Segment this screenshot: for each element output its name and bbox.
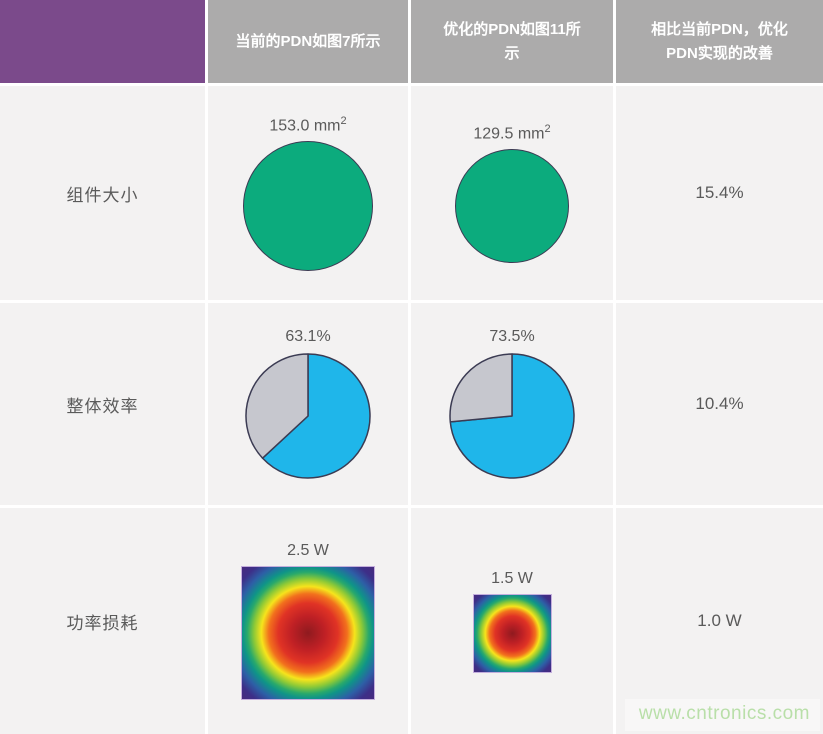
efficiency-optimized-viz: 73.5% — [411, 303, 613, 505]
efficiency-optimized-pie-chart — [448, 352, 576, 480]
power-loss-current-viz: 2.5 W — [208, 508, 408, 734]
row-label-efficiency: 整体效率 — [66, 396, 139, 416]
efficiency-improvement-cell: 10.4% — [616, 303, 823, 505]
power-loss-optimized-value: 1.5 W — [491, 569, 533, 587]
efficiency-current-cell: 63.1% — [208, 303, 408, 505]
header-current-pdn: 当前的PDN如图7所示 — [208, 0, 408, 83]
power-loss-current-heatmap — [241, 566, 375, 700]
row-power-loss-label-cell: 功率损耗 — [0, 508, 205, 734]
header-improvement: 相比当前PDN，优化PDN实现的改善 — [616, 0, 823, 83]
row-label-component-size: 组件大小 — [66, 185, 139, 205]
component-size-optimized-cell: 129.5 mm2 — [411, 86, 613, 300]
efficiency-improvement-value: 10.4% — [695, 394, 744, 413]
component-size-current-number: 153.0 mm — [269, 117, 341, 135]
component-size-current-viz: 153.0 mm2 — [208, 86, 408, 300]
component-size-optimized-viz: 129.5 mm2 — [411, 86, 613, 300]
component-size-optimized-value: 129.5 mm2 — [473, 123, 550, 143]
power-loss-improvement-cell: 1.0 W — [616, 508, 823, 734]
component-size-current-sup: 2 — [340, 114, 347, 127]
efficiency-current-viz: 63.1% — [208, 303, 408, 505]
power-loss-optimized-cell: 1.5 W — [411, 508, 613, 734]
power-loss-improvement-value: 1.0 W — [697, 611, 742, 630]
power-loss-optimized-viz: 1.5 W — [411, 508, 613, 734]
power-loss-optimized-heatmap — [472, 593, 552, 673]
efficiency-optimized-value: 73.5% — [489, 328, 535, 345]
component-size-current-cell: 153.0 mm2 — [208, 86, 408, 300]
component-size-improvement-value: 15.4% — [695, 183, 744, 202]
efficiency-optimized-cell: 73.5% — [411, 303, 613, 505]
component-size-optimized-number: 129.5 mm — [473, 125, 545, 143]
header-corner-cell — [0, 0, 205, 83]
component-size-current-value: 153.0 mm2 — [269, 115, 346, 135]
power-loss-current-value: 2.5 W — [287, 542, 329, 559]
row-component-size-label-cell: 组件大小 — [0, 86, 205, 300]
component-size-current-circle — [243, 141, 373, 272]
header-current-pdn-label: 当前的PDN如图7所示 — [235, 32, 381, 50]
header-optimized-pdn: 优化的PDN如图11所示 — [411, 0, 613, 83]
header-optimized-pdn-label: 优化的PDN如图11所示 — [443, 21, 581, 62]
component-size-optimized-sup: 2 — [544, 122, 551, 135]
site-watermark: www.cntronics.com — [624, 699, 820, 731]
header-improvement-label: 相比当前PDN，优化PDN实现的改善 — [651, 21, 788, 62]
power-loss-current-cell: 2.5 W — [208, 508, 408, 734]
row-efficiency-label-cell: 整体效率 — [0, 303, 205, 505]
component-size-optimized-circle — [455, 149, 569, 264]
row-label-power-loss: 功率损耗 — [66, 613, 139, 633]
efficiency-current-value: 63.1% — [285, 328, 331, 345]
component-size-improvement-cell: 15.4% — [616, 86, 823, 300]
efficiency-current-pie-chart — [244, 352, 372, 480]
